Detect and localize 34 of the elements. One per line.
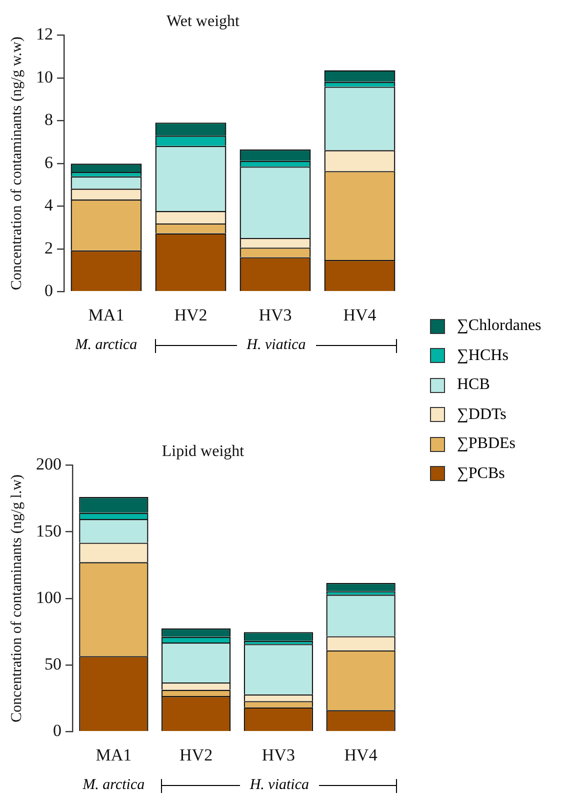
x-tick-label: MA1 — [88, 305, 124, 324]
chart-title: Lipid weight — [162, 442, 245, 460]
legend-label: ∑PBDEs — [457, 435, 516, 454]
chart-title: Wet weight — [166, 12, 240, 30]
x-tick-label: HV3 — [262, 745, 295, 764]
y-tick-label: 6 — [44, 152, 53, 172]
bracket: H. viatica — [155, 338, 398, 353]
y-tick-label: 12 — [36, 24, 53, 44]
x-tick-label: HV3 — [258, 305, 292, 324]
bracket: H. viatica — [161, 778, 398, 793]
y-tick-label: 150 — [36, 521, 62, 540]
y-tick-label: 100 — [36, 588, 62, 607]
x-tick-label: MA1 — [96, 745, 132, 764]
x-tick-label: HV2 — [180, 745, 213, 764]
y-tick-label: 8 — [44, 110, 53, 130]
y-tick-label: 200 — [36, 454, 62, 474]
y-tick-label: 0 — [53, 721, 62, 740]
x-tick-label: HV2 — [174, 305, 208, 324]
y-tick-label: 0 — [44, 281, 53, 300]
y-axis-title: Concentration of contaminants (ng/g w.w) — [8, 36, 25, 290]
y-tick-label: 50 — [44, 654, 62, 674]
text: M. arctica — [75, 336, 138, 354]
y-axis-title: Concentration of contaminants (ng/g l.w) — [8, 474, 25, 722]
y-tick-label: 2 — [44, 238, 53, 258]
y-tick-label: 10 — [36, 67, 53, 86]
x-tick-label: HV4 — [344, 745, 378, 764]
x-tick-label: HV4 — [343, 305, 377, 324]
legend-label: ∑DDTs — [457, 406, 506, 424]
legend-label: ∑Chlordanes — [457, 317, 542, 336]
legend-label: ∑PCBs — [457, 464, 505, 483]
legend-label: ∑HCHs — [457, 346, 508, 365]
text: M. arctica — [82, 776, 145, 794]
y-tick-label: 4 — [44, 196, 54, 215]
legend-label: HCB — [457, 376, 490, 394]
